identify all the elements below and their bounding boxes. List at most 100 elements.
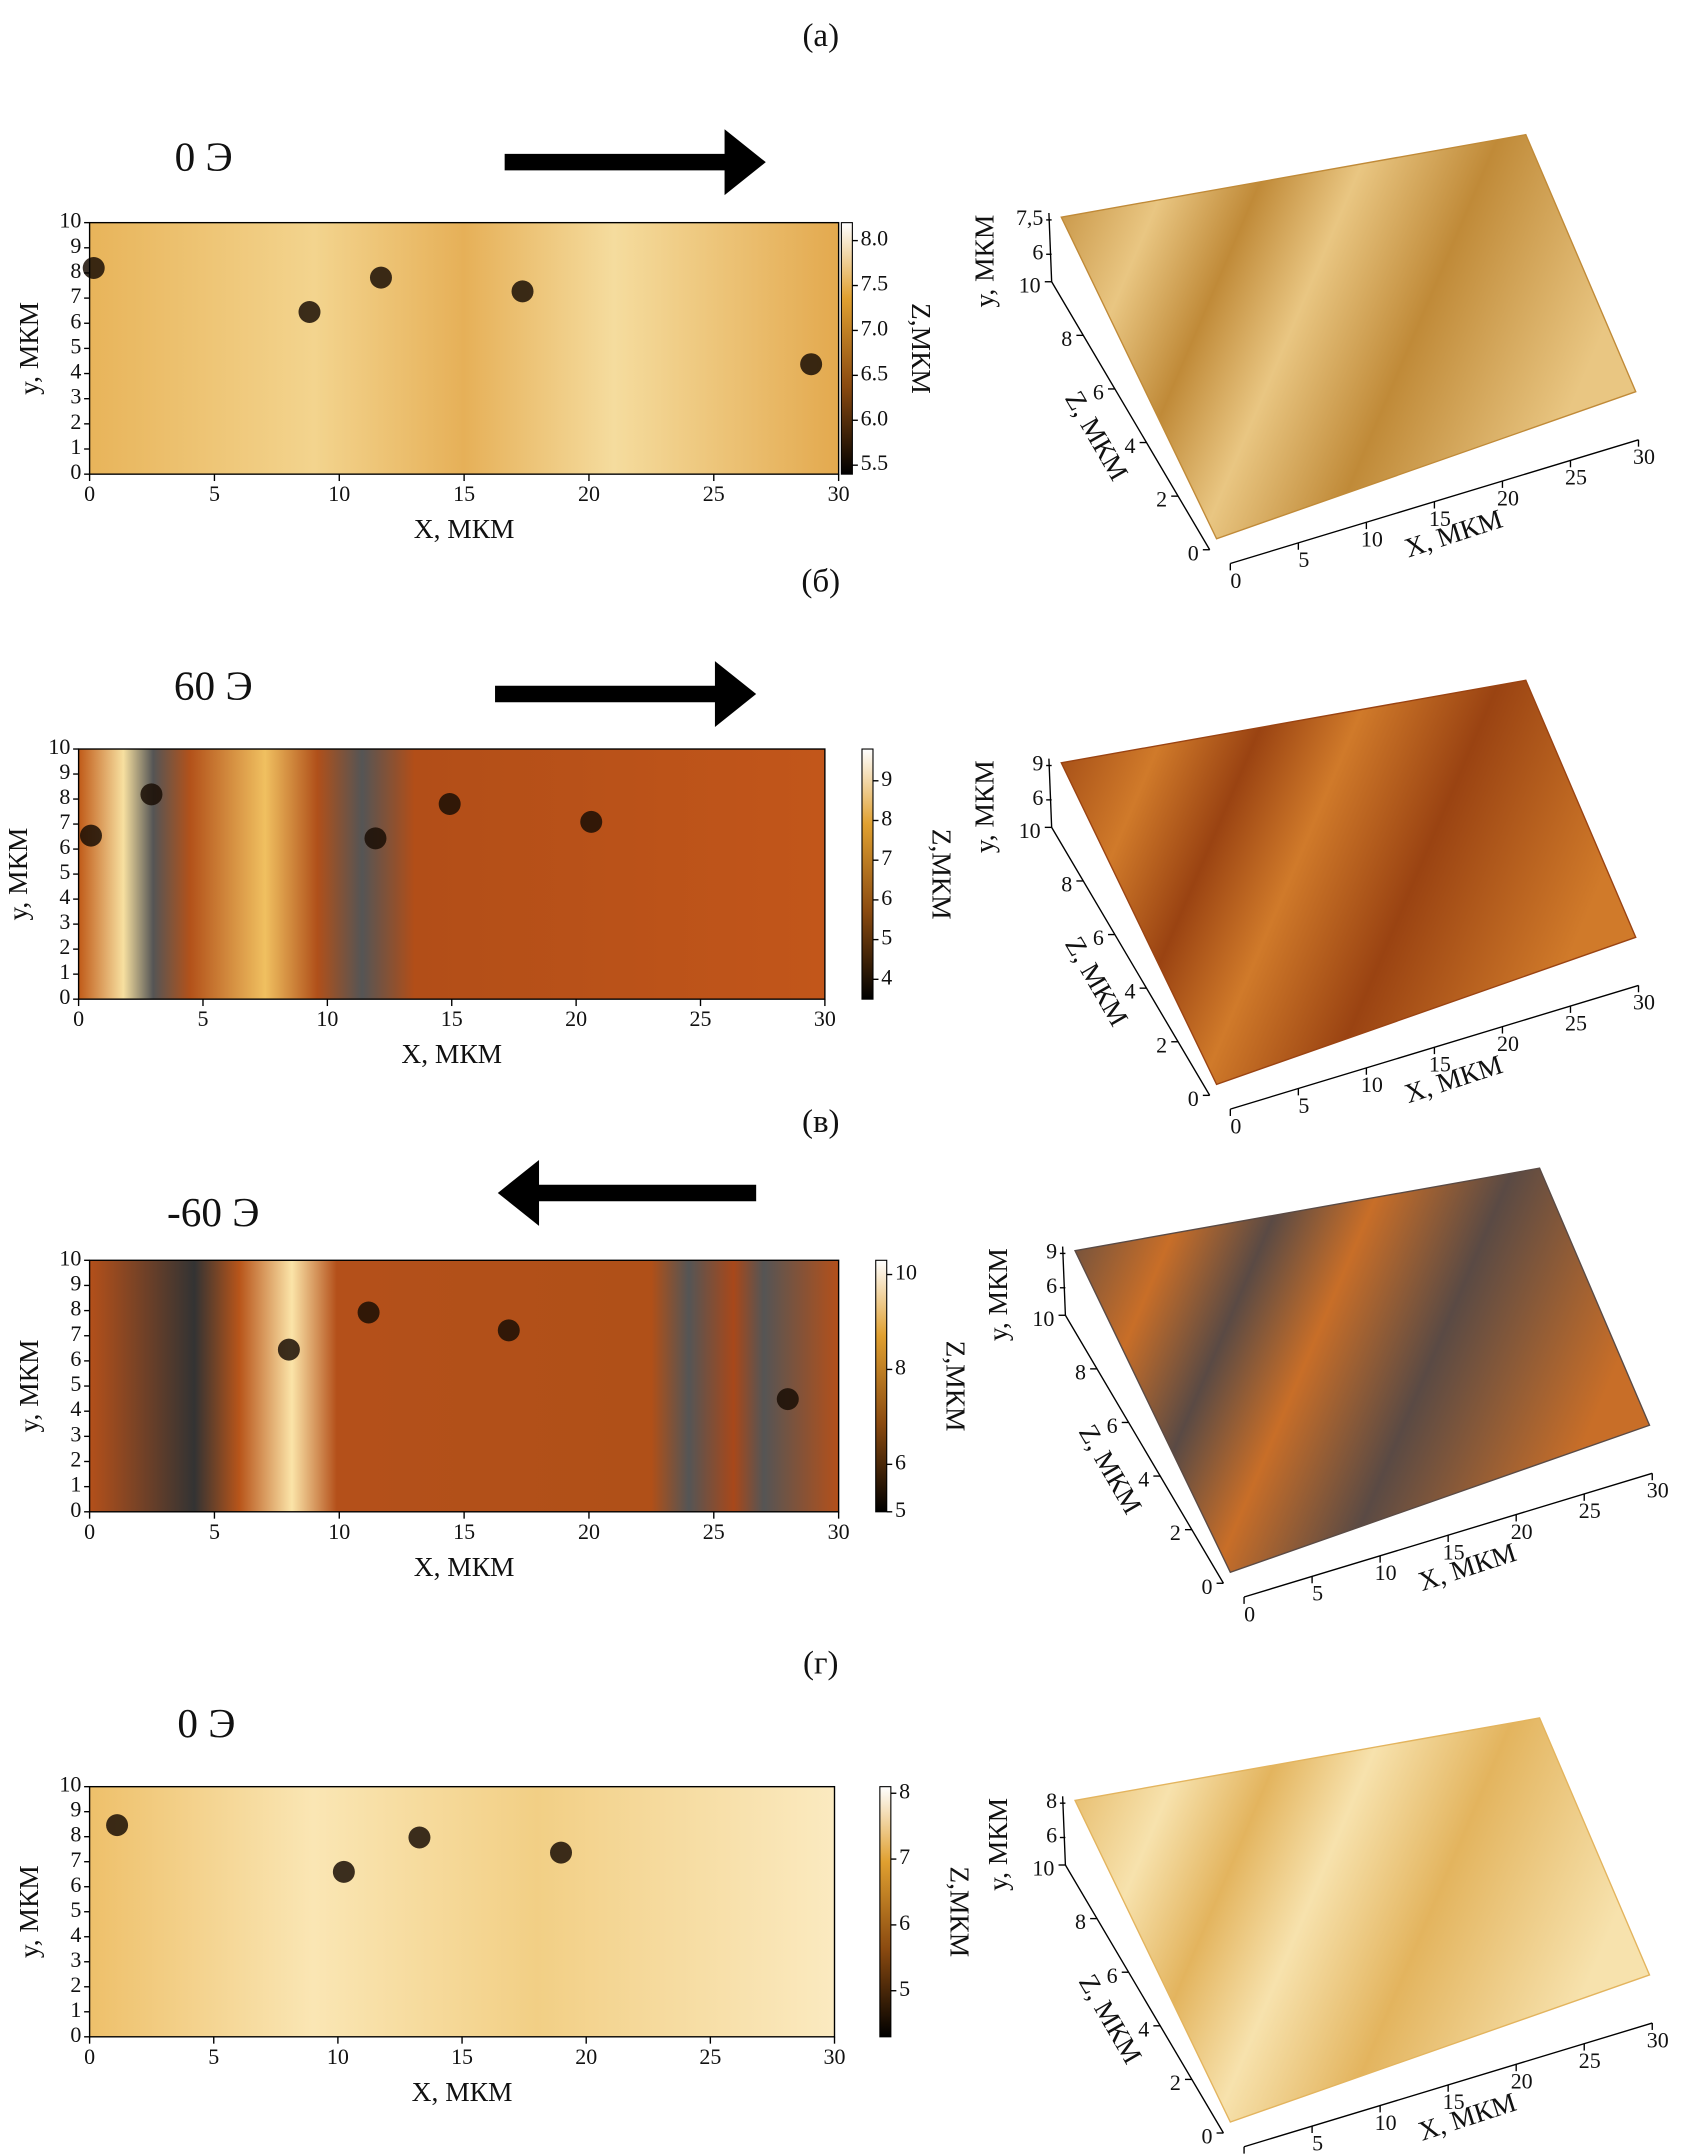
y-tick-label: 9 [70, 1270, 81, 1295]
afm-map [89, 222, 839, 475]
surface-x-tick-label: 10 [1375, 1560, 1397, 1585]
y-tick-label: 6 [70, 308, 81, 333]
pit [369, 266, 392, 289]
z-tick-label: 6 [899, 1910, 910, 1935]
surface-x-tick-label: 30 [1633, 444, 1655, 469]
surface-z-tick-label: 4 [1125, 433, 1136, 458]
surface-z-tick-label: 10 [1032, 1856, 1054, 1881]
z-axis [1064, 1314, 1225, 1584]
surface-x-tick-label: 5 [1312, 2130, 1323, 2155]
z-tick-label: 7.0 [861, 315, 888, 340]
x-tick-label: 25 [699, 2044, 721, 2069]
y-tick-label: 6 [70, 1872, 81, 1897]
surface-x-title: X, МКМ [1401, 504, 1506, 564]
surface-z-tick-label: 4 [1138, 1467, 1149, 1492]
y-tick-label: 10 [59, 1245, 81, 1270]
x-tick-label: 20 [578, 481, 600, 506]
y-tick-label: 10 [59, 208, 81, 233]
surface-y-tick-label: 6 [1032, 785, 1043, 810]
field-arrow-head [724, 129, 766, 196]
afm-surface [1060, 133, 1637, 540]
x-axis-title: X, МКМ [412, 2077, 513, 2107]
surface-z-tick-label: 0 [1201, 1574, 1212, 1599]
y-tick-label: 6 [59, 834, 70, 859]
surface-x-tick-label: 10 [1361, 527, 1383, 552]
x-tick-label: 20 [565, 1006, 587, 1031]
x-tick-label: 25 [703, 1519, 725, 1544]
z-tick-label: 8 [899, 1778, 910, 1803]
x-tick-label: 20 [578, 1519, 600, 1544]
surface-z-tick-label: 0 [1201, 2124, 1212, 2149]
surface-z-tick-label: 10 [1019, 272, 1041, 297]
surface-z-tick-label: 10 [1032, 1306, 1054, 1331]
surface-z-tick-label: 6 [1107, 1413, 1118, 1438]
y-tick-label: 7 [70, 1847, 81, 1872]
surface-z-tick-label: 8 [1075, 1359, 1086, 1384]
surface-z-tick-label: 6 [1093, 925, 1104, 950]
pit [79, 824, 102, 847]
field-label: 0 Э [175, 133, 233, 179]
z-tick-label: 4 [881, 964, 892, 989]
pit [438, 793, 461, 815]
afm-map [89, 1260, 839, 1512]
z-tick-label: 8 [895, 1354, 906, 1379]
y-tick-label: 0 [70, 1497, 81, 1522]
afm-surface [1074, 1167, 1651, 1574]
y-tick-label: 0 [70, 2022, 81, 2047]
field-arrow-head [497, 1159, 540, 1226]
x-axis-title: X, МКМ [414, 1552, 515, 1582]
y-tick-label: 1 [70, 434, 81, 459]
y-axis [1061, 1796, 1067, 1866]
pit [408, 1826, 431, 1849]
surface-x-tick-label: 5 [1312, 1581, 1323, 1606]
x-tick-label: 15 [453, 1519, 475, 1544]
surface-x-tick-label: 20 [1497, 485, 1519, 510]
surface-y-title: y, МКМ [983, 1798, 1013, 1891]
y-axis [1048, 758, 1053, 828]
surface-y-title: y, МКМ [969, 760, 999, 853]
x-tick-label: 20 [575, 2044, 597, 2069]
y-axis [1061, 1246, 1067, 1316]
y-tick-label: 2 [70, 1447, 81, 1472]
y-tick-label: 1 [70, 1997, 81, 2022]
z-axis-title: Z,МКМ [945, 1866, 975, 1957]
surface-y-tick-label: 9 [1046, 1238, 1057, 1263]
x-tick-label: 5 [208, 2044, 219, 2069]
y-tick-label: 3 [59, 909, 70, 934]
pit [140, 783, 163, 806]
y-tick-label: 3 [70, 1947, 81, 1972]
colorbar [840, 222, 853, 475]
pit [511, 280, 534, 303]
z-axis-title: Z,МКМ [906, 303, 936, 394]
y-tick-label: 5 [70, 1897, 81, 1922]
y-tick-label: 4 [70, 1396, 81, 1421]
surface-x-tick-label: 10 [1361, 1072, 1383, 1097]
surface-x-tick-label: 25 [1579, 1498, 1601, 1523]
surface-x-tick-label: 0 [1230, 1113, 1241, 1138]
surface-z-tick-label: 2 [1156, 1032, 1167, 1057]
x-tick-label: 0 [84, 1519, 95, 1544]
y-tick-label: 2 [70, 1972, 81, 1997]
colorbar [861, 748, 874, 1000]
pit [364, 827, 387, 850]
y-axis-title: y, МКМ [14, 1340, 44, 1433]
surface-y-tick-label: 6 [1032, 239, 1043, 264]
z-tick-label: 6.5 [861, 360, 888, 385]
x-tick-label: 25 [690, 1006, 712, 1031]
pit [298, 300, 321, 323]
y-tick-label: 10 [59, 1772, 81, 1797]
surface-x-tick-label: 30 [1633, 990, 1655, 1015]
surface-z-tick-label: 8 [1061, 326, 1072, 351]
surface-z-tick-label: 2 [1156, 487, 1167, 512]
surface-z-tick-label: 8 [1075, 1909, 1086, 1934]
z-tick-label: 7.5 [861, 271, 888, 296]
surface-y-tick-label: 6 [1046, 1273, 1057, 1298]
y-tick-label: 7 [70, 1321, 81, 1346]
surface-x-tick-label: 5 [1298, 1093, 1309, 1118]
surface-x-title: X, МКМ [1415, 1537, 1520, 1597]
z-axis [1051, 827, 1211, 1096]
pit [550, 1841, 573, 1864]
y-tick-label: 7 [70, 283, 81, 308]
z-axis-title: Z,МКМ [927, 829, 957, 920]
y-tick-label: 8 [70, 258, 81, 283]
